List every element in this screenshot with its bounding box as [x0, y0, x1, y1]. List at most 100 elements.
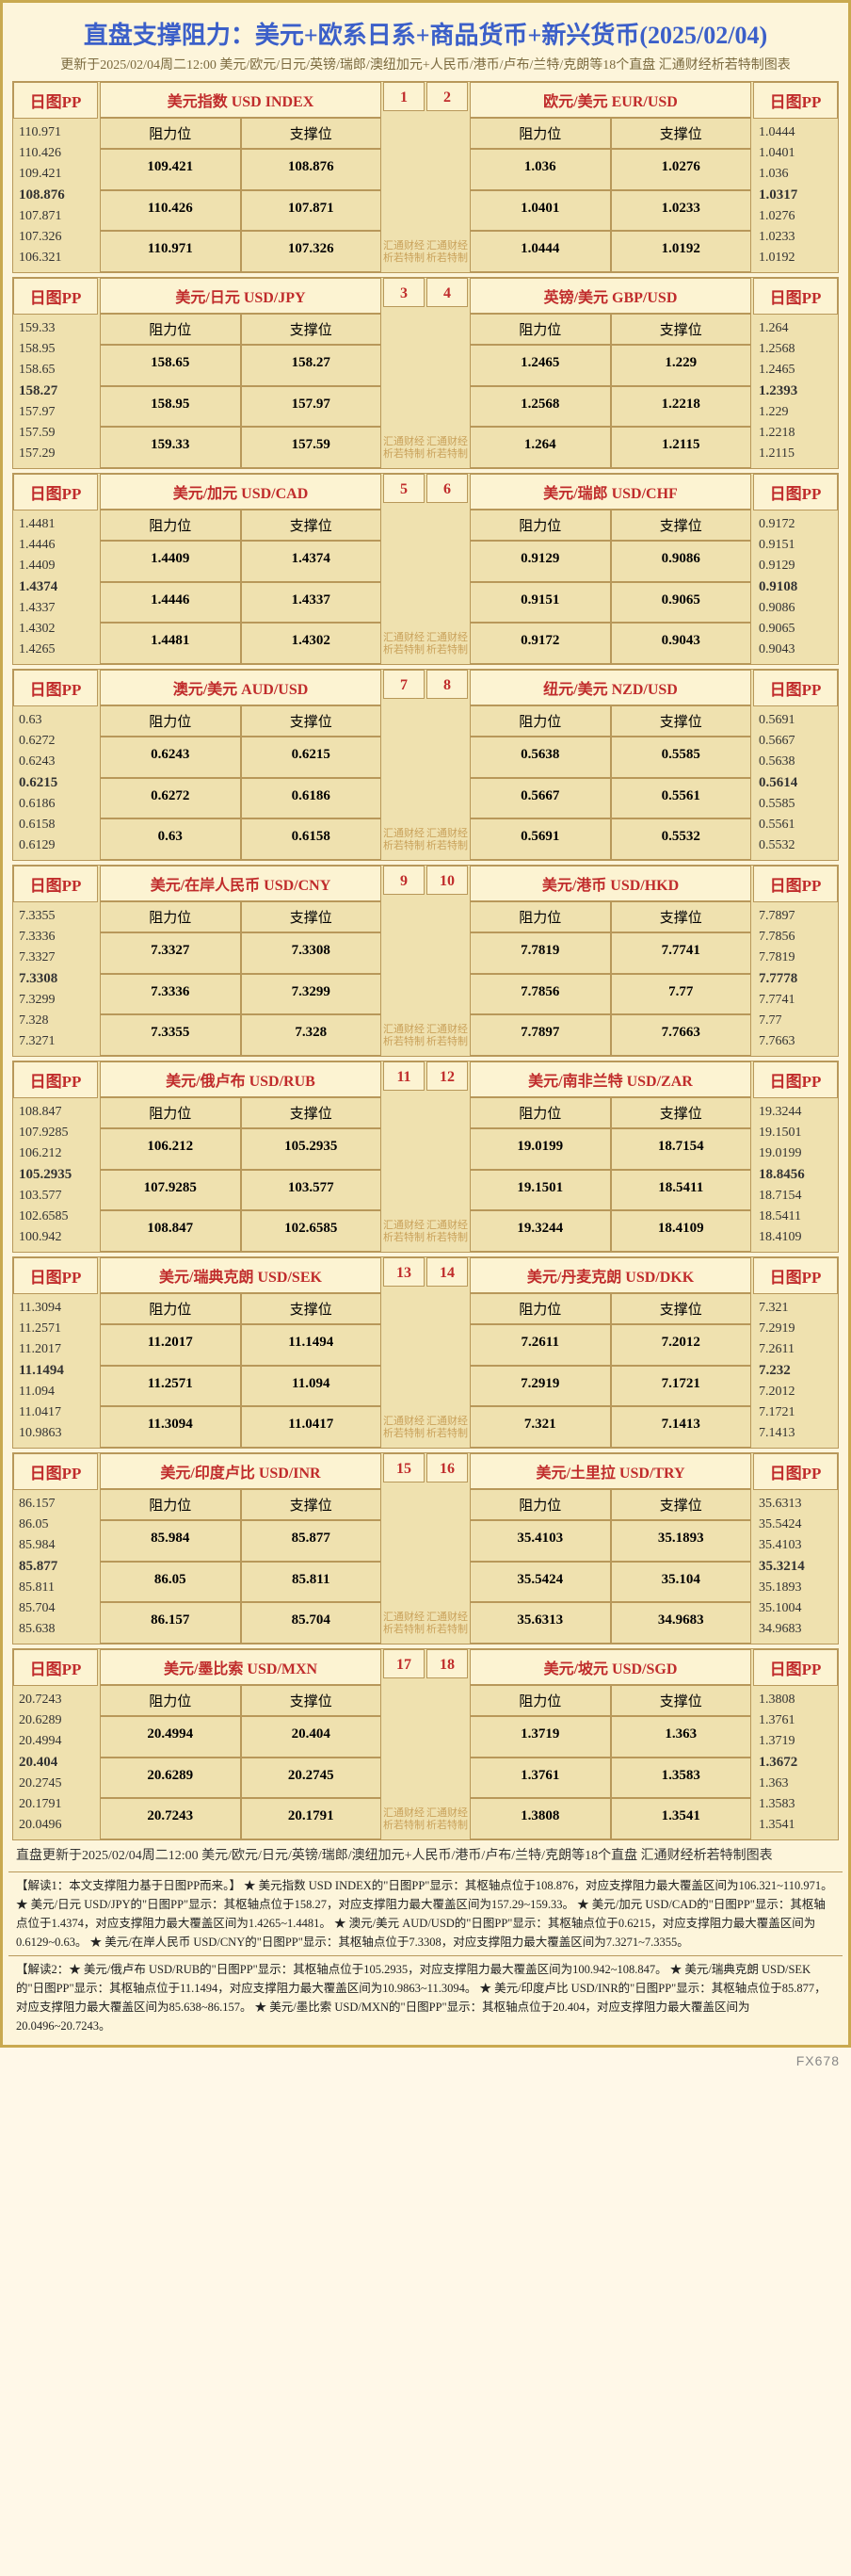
support-value: 1.4302: [241, 623, 382, 664]
resistance-value: 158.95: [100, 386, 241, 428]
pp-value: 0.6129: [19, 835, 92, 856]
sr-row: 1.3808 1.3541: [470, 1798, 751, 1839]
index-body: 汇通财经 析若特制: [426, 699, 468, 860]
pair-column: 美元/南非兰特 USD/ZAR 阻力位 支撑位 19.0199 18.7154 …: [470, 1061, 751, 1252]
pp-value: 7.3299: [19, 990, 92, 1011]
index-note: 汇通财经 析若特制: [426, 632, 468, 656]
pp-value: 0.5585: [759, 794, 832, 815]
support-value: 108.876: [241, 149, 382, 190]
pp-values: 19.324419.150119.019918.845618.715418.54…: [753, 1098, 838, 1252]
resistance-header: 阻力位: [470, 314, 611, 345]
pp-header: 日图PP: [13, 670, 98, 706]
index-body: 汇通财经 析若特制: [426, 111, 468, 272]
resistance-value: 159.33: [100, 427, 241, 468]
sr-header-row: 阻力位 支撑位: [100, 705, 381, 737]
sr-row: 1.3719 1.363: [470, 1716, 751, 1758]
support-value: 158.27: [241, 345, 382, 386]
pp-value: 1.4337: [19, 598, 92, 619]
pp-value: 18.8456: [759, 1164, 832, 1186]
support-value: 7.328: [241, 1014, 382, 1056]
sr-row: 7.7819 7.7741: [470, 932, 751, 974]
pp-value: 0.5561: [759, 815, 832, 835]
pp-value: 1.036: [759, 164, 832, 185]
pp-value: 20.6289: [19, 1710, 92, 1731]
pair-header: 美元/瑞郎 USD/CHF: [470, 474, 751, 510]
index-column: 5 汇通财经 析若特制: [383, 474, 425, 664]
sr-row: 7.3355 7.328: [100, 1014, 381, 1056]
sr-header-row: 阻力位 支撑位: [100, 1293, 381, 1324]
index-note: 汇通财经 析若特制: [383, 1416, 425, 1440]
watermark: FX678: [0, 2048, 851, 2070]
sr-row: 1.2568 1.2218: [470, 386, 751, 428]
sr-table: 阻力位 支撑位 1.2465 1.229 1.2568 1.2218 1.264…: [470, 314, 751, 468]
support-header: 支撑位: [241, 1293, 382, 1324]
index-number: 4: [426, 278, 468, 307]
sr-table: 阻力位 支撑位 158.65 158.27 158.95 157.97 159.…: [100, 314, 381, 468]
support-value: 35.1893: [611, 1520, 752, 1562]
support-value: 107.326: [241, 231, 382, 272]
page-title: 直盘支撑阻力：美元+欧系日系+商品货币+新兴货币(2025/02/04): [8, 8, 843, 55]
index-body: 汇通财经 析若特制: [426, 1678, 468, 1839]
resistance-header: 阻力位: [470, 1293, 611, 1324]
sr-row: 7.321 7.1413: [470, 1406, 751, 1448]
support-value: 157.59: [241, 427, 382, 468]
pp-value: 1.0233: [759, 227, 832, 248]
sr-table: 阻力位 支撑位 0.5638 0.5585 0.5667 0.5561 0.56…: [470, 705, 751, 860]
resistance-header: 阻力位: [100, 705, 241, 737]
sr-table: 阻力位 支撑位 109.421 108.876 110.426 107.871 …: [100, 118, 381, 272]
sr-table: 阻力位 支撑位 7.2611 7.2012 7.2919 7.1721 7.32…: [470, 1293, 751, 1448]
pp-value: 105.2935: [19, 1164, 92, 1186]
support-header: 支撑位: [611, 510, 752, 541]
index-note: 汇通财经 析若特制: [383, 1220, 425, 1244]
index-number: 14: [426, 1257, 468, 1287]
pair-header: 美元指数 USD INDEX: [100, 82, 381, 118]
pair-column: 美元/日元 USD/JPY 阻力位 支撑位 158.65 158.27 158.…: [100, 278, 381, 468]
resistance-value: 7.3327: [100, 932, 241, 974]
sr-table: 阻力位 支撑位 19.0199 18.7154 19.1501 18.5411 …: [470, 1097, 751, 1252]
pp-header: 日图PP: [13, 278, 98, 315]
sr-row: 1.0444 1.0192: [470, 231, 751, 272]
sr-row: 1.036 1.0276: [470, 149, 751, 190]
pair-header: 美元/俄卢布 USD/RUB: [100, 1061, 381, 1097]
sr-row: 110.426 107.871: [100, 190, 381, 232]
pp-column: 日图PP 1.2641.25681.24651.23931.2291.22181…: [753, 278, 838, 468]
pp-column: 日图PP 7.78977.78567.78197.77787.77417.777…: [753, 866, 838, 1056]
support-value: 7.3308: [241, 932, 382, 974]
support-value: 7.1413: [611, 1406, 752, 1448]
resistance-header: 阻力位: [100, 1489, 241, 1520]
index-note: 汇通财经 析若特制: [383, 1024, 425, 1048]
pp-values: 1.44811.44461.44091.43741.43371.43021.42…: [13, 510, 98, 664]
index-body: 汇通财经 析若特制: [383, 307, 425, 468]
data-row: 日图PP 108.847107.9285106.212105.2935103.5…: [12, 1061, 839, 1253]
index-note: 汇通财经 析若特制: [426, 1416, 468, 1440]
sr-row: 159.33 157.59: [100, 427, 381, 468]
resistance-header: 阻力位: [100, 118, 241, 149]
sr-row: 0.9151 0.9065: [470, 582, 751, 624]
support-value: 85.877: [241, 1520, 382, 1562]
sr-table: 阻力位 支撑位 1.4409 1.4374 1.4446 1.4337 1.44…: [100, 510, 381, 664]
support-value: 1.3583: [611, 1758, 752, 1799]
sr-row: 0.9172 0.9043: [470, 623, 751, 664]
pp-value: 7.1413: [759, 1423, 832, 1444]
index-body: 汇通财经 析若特制: [383, 895, 425, 1056]
pp-value: 7.1721: [759, 1402, 832, 1423]
support-header: 支撑位: [241, 705, 382, 737]
support-header: 支撑位: [241, 314, 382, 345]
index-body: 汇通财经 析若特制: [426, 503, 468, 664]
index-note: 汇通财经 析若特制: [426, 1612, 468, 1636]
sr-row: 106.212 105.2935: [100, 1128, 381, 1170]
sr-header-row: 阻力位 支撑位: [100, 901, 381, 932]
pair-header: 美元/墨比索 USD/MXN: [100, 1649, 381, 1685]
support-value: 1.229: [611, 345, 752, 386]
support-value: 18.4109: [611, 1210, 752, 1252]
support-value: 1.3541: [611, 1798, 752, 1839]
index-column: 6 汇通财经 析若特制: [426, 474, 468, 664]
pp-value: 107.871: [19, 206, 92, 227]
pp-value: 86.157: [19, 1494, 92, 1515]
pair-column: 纽元/美元 NZD/USD 阻力位 支撑位 0.5638 0.5585 0.56…: [470, 670, 751, 860]
pp-value: 0.6186: [19, 794, 92, 815]
pp-value: 0.9108: [759, 576, 832, 598]
sr-row: 0.5638 0.5585: [470, 737, 751, 778]
resistance-value: 0.5667: [470, 778, 611, 819]
resistance-value: 1.4409: [100, 541, 241, 582]
